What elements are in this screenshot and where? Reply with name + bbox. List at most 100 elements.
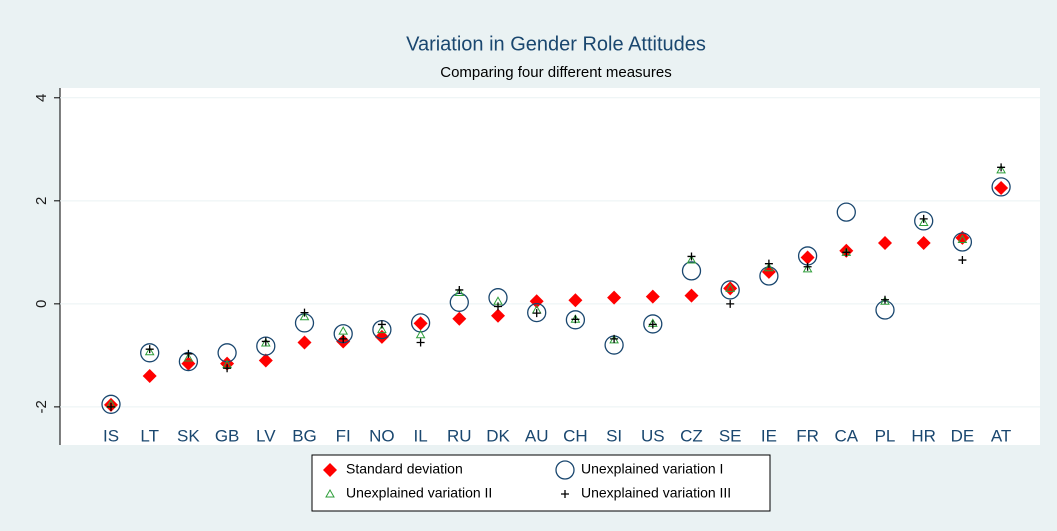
- data-point: [842, 248, 851, 257]
- data-point: [107, 402, 115, 411]
- data-point: [643, 314, 663, 334]
- x-tick-label: HR: [911, 426, 936, 445]
- data-point: [764, 262, 774, 272]
- data-point: [256, 336, 276, 356]
- data-point: [377, 324, 387, 334]
- data-point: [726, 299, 735, 308]
- data-point: [881, 295, 889, 304]
- data-point: [183, 352, 194, 362]
- x-tick-label: GB: [215, 426, 240, 445]
- data-point: [140, 343, 160, 363]
- data-point: [455, 285, 464, 294]
- data-point: [338, 326, 349, 335]
- data-point: [260, 337, 271, 347]
- data-point: [725, 283, 736, 292]
- x-tick-label: BG: [292, 426, 317, 445]
- data-point: [684, 288, 699, 303]
- x-tick-label: DK: [486, 426, 510, 445]
- x-tick-label: FR: [796, 426, 819, 445]
- data-point: [681, 261, 702, 281]
- y-tick-label: 4: [33, 94, 50, 102]
- data-point: [410, 313, 431, 333]
- legend: [311, 454, 771, 512]
- legend-marker: [325, 488, 335, 498]
- data-point: [297, 335, 312, 350]
- x-tick-label: SI: [606, 426, 622, 445]
- data-point: [720, 280, 740, 300]
- legend-label: Unexplained variation II: [346, 485, 492, 501]
- legend-marker: [555, 460, 575, 480]
- data-point: [918, 217, 929, 226]
- chart-title: Variation in Gender Role Attitudes: [406, 33, 706, 55]
- x-tick-label: PL: [875, 426, 896, 445]
- data-point: [415, 329, 426, 339]
- data-point: [454, 287, 465, 297]
- x-tick-label: IS: [103, 426, 119, 445]
- x-tick-label: CZ: [680, 426, 703, 445]
- data-point: [223, 364, 232, 373]
- y-tick-label: 0: [33, 300, 50, 308]
- data-point: [952, 232, 973, 252]
- legend-marker: [323, 463, 337, 477]
- data-point: [416, 338, 425, 347]
- data-point: [687, 252, 696, 261]
- data-point: [339, 334, 348, 343]
- chart-subtitle: Comparing four different measures: [440, 64, 672, 81]
- x-tick-label: SK: [177, 426, 200, 445]
- x-tick-label: SE: [719, 426, 742, 445]
- x-tick-label: LV: [256, 426, 276, 445]
- x-tick-label: FI: [336, 426, 351, 445]
- x-tick-label: CH: [563, 426, 588, 445]
- data-point: [686, 255, 697, 264]
- x-tick-label: AT: [991, 426, 1011, 445]
- x-tick-label: AU: [525, 426, 549, 445]
- data-point: [996, 164, 1006, 174]
- data-point: [142, 368, 157, 383]
- x-tick-label: CA: [834, 426, 858, 445]
- data-point: [184, 349, 193, 358]
- data-point: [802, 263, 813, 273]
- data-point: [803, 262, 812, 271]
- data-point: [914, 211, 934, 231]
- data-point: [565, 310, 586, 330]
- legend-label: Standard deviation: [346, 461, 463, 477]
- legend-label: Unexplained variation I: [581, 461, 723, 477]
- x-tick-label: LT: [140, 426, 159, 445]
- data-point: [568, 293, 583, 308]
- data-point: [880, 296, 890, 305]
- legend-marker: [561, 490, 569, 498]
- data-point: [997, 163, 1006, 172]
- data-point: [532, 309, 541, 318]
- legend-label: Unexplained variation III: [581, 485, 731, 501]
- data-point: [217, 343, 237, 363]
- data-point: [413, 316, 428, 331]
- data-point: [261, 337, 270, 346]
- data-point: [610, 334, 619, 343]
- data-point: [764, 259, 773, 268]
- x-tick-label: US: [641, 426, 665, 445]
- data-point: [300, 308, 309, 317]
- data-point: [494, 302, 502, 311]
- x-tick-label: NO: [369, 426, 395, 445]
- data-point: [645, 289, 660, 304]
- data-point: [374, 329, 389, 344]
- y-tick-label: -2: [33, 400, 50, 413]
- data-point: [258, 353, 273, 368]
- data-point: [878, 236, 892, 251]
- data-point: [452, 311, 467, 326]
- data-point: [958, 256, 967, 265]
- x-tick-label: IE: [761, 426, 777, 445]
- data-point: [571, 315, 580, 324]
- y-tick-label: 2: [33, 197, 50, 205]
- data-point: [607, 290, 622, 305]
- data-point: [527, 302, 547, 323]
- data-point: [145, 345, 154, 354]
- data-point: [836, 202, 856, 222]
- data-point: [144, 346, 155, 356]
- x-tick-label: IL: [414, 426, 428, 445]
- data-point: [800, 250, 815, 265]
- data-point: [648, 320, 657, 329]
- x-tick-label: DE: [951, 426, 975, 445]
- data-point: [919, 214, 928, 223]
